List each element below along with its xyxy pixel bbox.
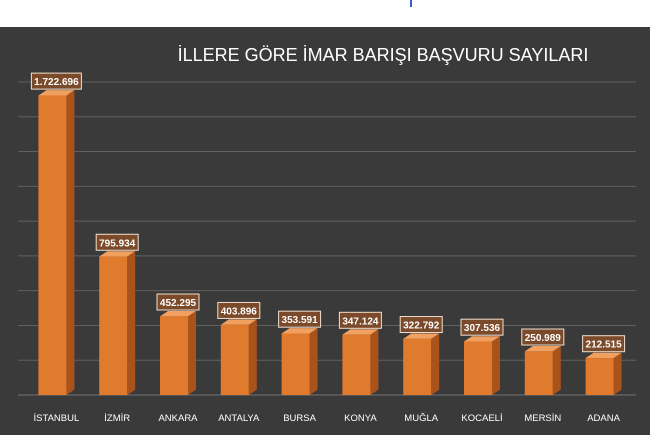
top-mark [410, 0, 412, 7]
data-label-box [338, 311, 382, 329]
bar-top [281, 328, 318, 334]
bar [585, 358, 614, 395]
data-label: 322.792 [403, 321, 440, 332]
data-label-box [156, 293, 200, 311]
bar-top [220, 319, 257, 325]
data-label: 353.591 [282, 315, 319, 326]
data-label-box [278, 310, 322, 328]
data-label-box [30, 72, 82, 90]
x-tick-label: ADANA [587, 413, 620, 424]
bar-top [38, 90, 75, 96]
bar [281, 333, 310, 395]
bar-top [524, 346, 561, 352]
bar-side [248, 319, 257, 395]
bar [403, 338, 432, 395]
x-tick-label: ANTALYA [218, 413, 260, 424]
x-tick-label: İZMİR [104, 413, 130, 424]
bar-top [464, 336, 500, 342]
x-tick-label: KOCAELİ [461, 413, 502, 424]
bar-side [66, 90, 75, 395]
data-label-box [582, 335, 626, 353]
data-label: 250.989 [525, 333, 562, 344]
x-tick-label: MUĞLA [404, 413, 438, 424]
bar-top [403, 333, 440, 339]
x-tick-label: ANKARA [158, 413, 198, 424]
bar [342, 334, 371, 395]
x-tick-label: İSTANBUL [34, 413, 80, 424]
bar-side [188, 311, 196, 395]
data-label-box [217, 301, 261, 319]
bar-top [160, 311, 196, 317]
bar [220, 324, 249, 395]
bar-side [127, 251, 136, 395]
bar [38, 95, 67, 395]
x-tick-label: MERSİN [524, 413, 561, 424]
x-tick-label: KONYA [344, 413, 377, 424]
chart-title: İLLERE GÖRE İMAR BARIŞI BAŞVURU SAYILARI [178, 45, 589, 65]
bar-side [492, 336, 500, 395]
bar [99, 256, 128, 395]
data-label-box [460, 318, 504, 336]
bar-top [585, 352, 622, 359]
data-label: 403.896 [221, 306, 258, 317]
data-label: 307.536 [464, 323, 501, 334]
data-label: 795.934 [99, 238, 136, 249]
bar [464, 341, 492, 395]
bar-top [342, 329, 379, 335]
data-label: 1.722.696 [34, 77, 79, 88]
data-label-box [399, 316, 443, 334]
bar-top [99, 251, 136, 257]
bar-side [431, 333, 440, 395]
data-label: 212.515 [586, 340, 623, 351]
data-label-box [521, 328, 565, 346]
x-tick-label: BURSA [283, 413, 316, 424]
data-label: 347.124 [342, 316, 379, 327]
bar-side [370, 329, 379, 395]
bar [160, 316, 188, 395]
data-label-box [95, 233, 139, 251]
bar-side [613, 352, 622, 395]
data-label: 452.295 [160, 298, 197, 309]
bar-side [309, 328, 318, 395]
top-strip [0, 0, 650, 26]
bar-side [552, 346, 561, 395]
bar [524, 351, 553, 395]
